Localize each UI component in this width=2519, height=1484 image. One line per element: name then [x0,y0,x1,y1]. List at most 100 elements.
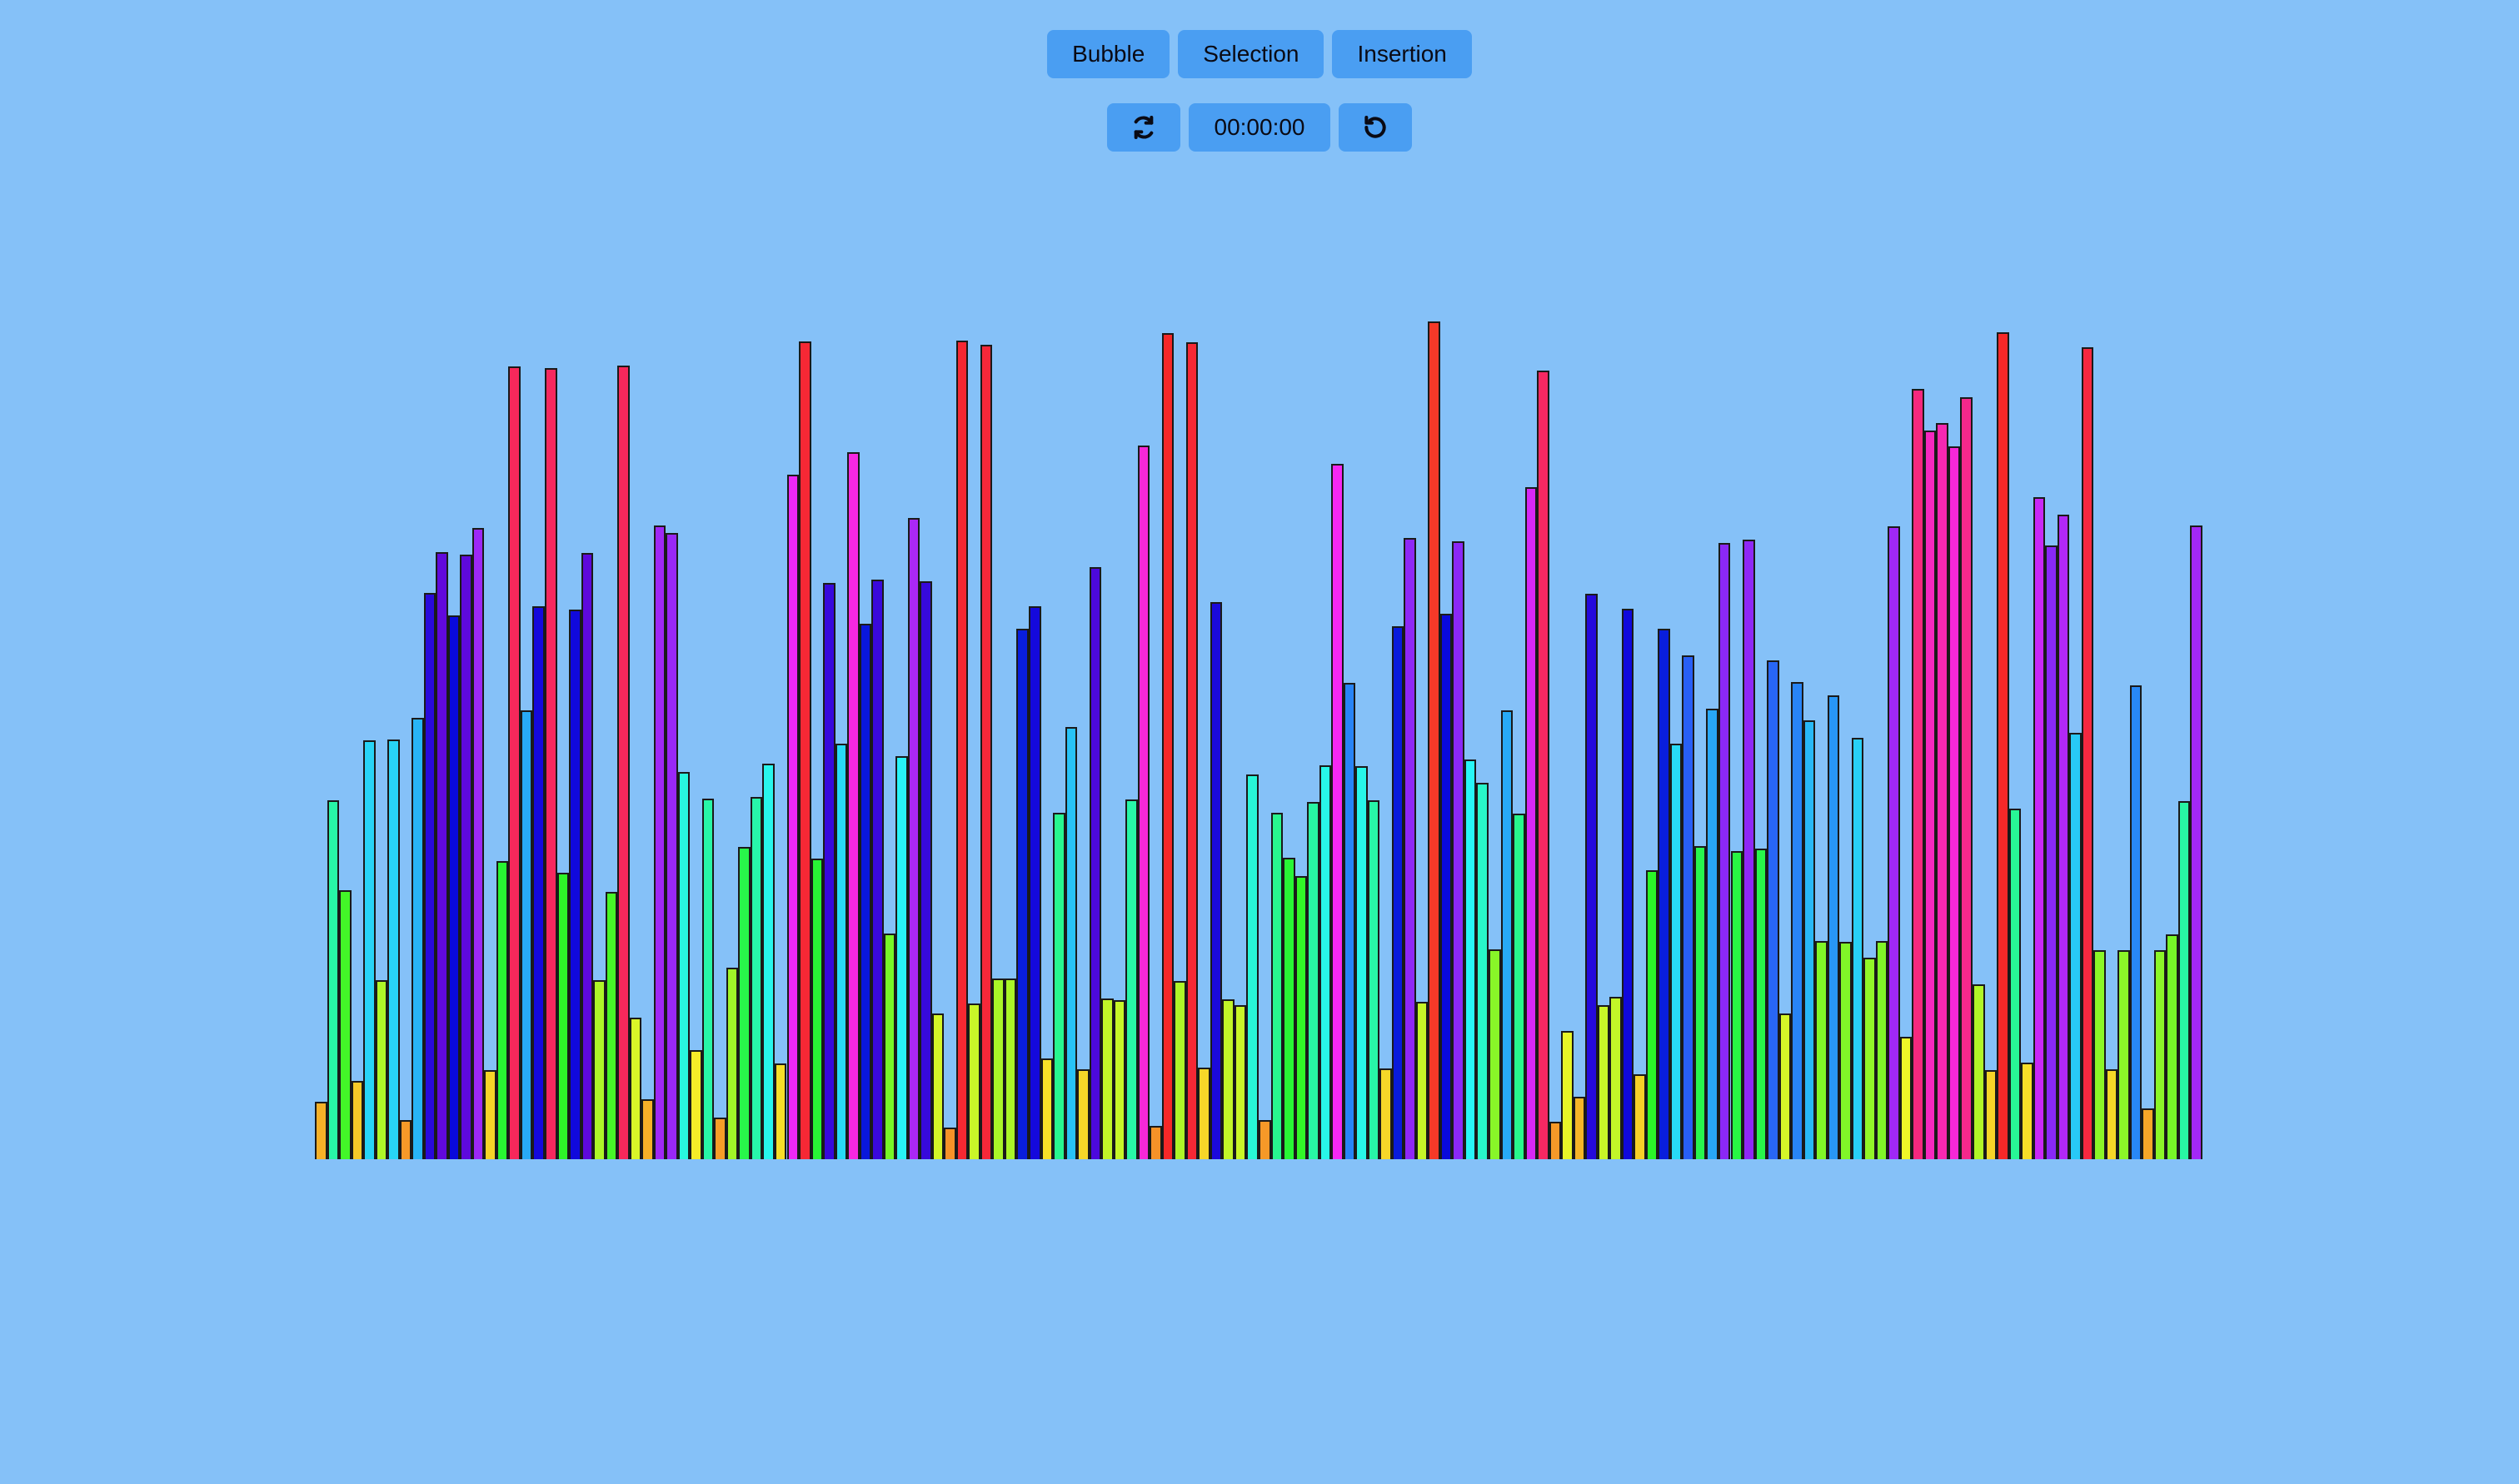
array-bar [1984,1070,1998,1159]
array-bar [1355,765,1368,1159]
array-bar [1815,940,1828,1159]
array-bar [436,552,448,1159]
array-bar [351,1081,364,1159]
array-bar [1791,681,1803,1159]
array-bar [1428,321,1440,1159]
array-bar [1210,602,1223,1159]
array-bar [1658,629,1670,1159]
array-bar [471,528,485,1159]
array-bar [1125,799,1138,1159]
shuffle-button[interactable] [1107,103,1180,152]
array-bar [1234,1004,1247,1159]
array-bar [1452,541,1464,1159]
array-bar [774,1063,787,1159]
array-bar [605,891,618,1159]
bubble-sort-button[interactable]: Bubble [1047,30,1170,78]
array-bar [1513,814,1525,1159]
array-bar [1827,695,1840,1159]
array-bar [1839,941,1852,1159]
array-bar [1089,567,1102,1159]
array-bar [496,861,509,1159]
array-bar [895,755,908,1159]
array-bar [931,1013,945,1159]
array-bar [883,934,896,1159]
array-bar [835,743,848,1159]
array-bar [1549,1122,1562,1159]
array-bar [2069,732,2082,1159]
array-bar [1997,332,2009,1159]
array-bar [2177,801,2191,1159]
array-bar [447,615,461,1159]
array-bar [1669,743,1683,1159]
selection-sort-button[interactable]: Selection [1178,30,1324,78]
array-bar [2033,496,2046,1159]
array-bars [315,321,2202,1159]
array-bar [859,624,872,1159]
array-bar [2045,545,2058,1159]
array-bar [1888,526,1900,1159]
array-bar [556,873,570,1159]
array-bar [907,518,920,1159]
array-bar [1379,1068,1392,1159]
array-bar [508,366,521,1159]
array-bar [544,368,557,1159]
array-bar [423,593,436,1159]
array-bar [581,553,594,1159]
array-bar [1259,1120,1271,1159]
array-bar [1283,858,1295,1159]
array-bar [1706,708,1718,1159]
array-bar [2057,515,2070,1159]
array-bar [2093,950,2106,1159]
array-bar [1343,682,1356,1159]
array-bar [1198,1068,1210,1159]
array-bar [786,474,800,1159]
array-bar [762,764,775,1159]
array-bar [1645,869,1659,1159]
array-bar [1404,538,1416,1159]
array-bar [641,1098,654,1159]
array-bar [399,1120,412,1159]
array-bar [387,740,400,1159]
array-bar [2153,950,2167,1159]
array-bar [1053,813,1065,1159]
array-bar [1851,738,1864,1159]
array-bar [968,1003,980,1159]
array-bar [2129,685,2142,1159]
array-bar [1307,802,1319,1159]
array-bar [955,340,969,1159]
array-bar [1246,774,1259,1159]
array-bar [1948,446,1961,1159]
control-toolbar: 00:00:00 [0,103,2519,152]
array-bar [823,582,836,1159]
array-bar [1634,1073,1646,1159]
array-bar [1464,759,1477,1159]
array-bar [1524,486,1538,1159]
array-bar [992,978,1005,1159]
array-bar [1912,388,1924,1159]
array-bar [2081,346,2094,1159]
array-bar [375,979,388,1159]
array-bar [1561,1031,1574,1159]
array-bar [1803,720,1816,1159]
array-bar [1863,958,1876,1159]
reset-button[interactable] [1339,103,1412,152]
array-bar [1899,1036,1913,1159]
array-bar [714,1118,726,1159]
array-bar [2008,808,2022,1159]
array-bar [1621,608,1634,1159]
array-bar [738,847,751,1159]
array-bar [1936,422,1948,1159]
array-bar [1585,593,1598,1159]
array-bar [2105,1069,2118,1159]
array-bar [1294,876,1308,1159]
array-bar [944,1127,956,1159]
array-bar [1101,998,1114,1159]
array-bar [520,710,533,1159]
array-bar [2166,934,2178,1159]
array-bar [1439,614,1453,1159]
array-bar [617,365,630,1159]
array-bar [1875,940,1888,1159]
array-bar [1161,333,1175,1159]
array-bar [1730,851,1743,1159]
insertion-sort-button[interactable]: Insertion [1332,30,1472,78]
